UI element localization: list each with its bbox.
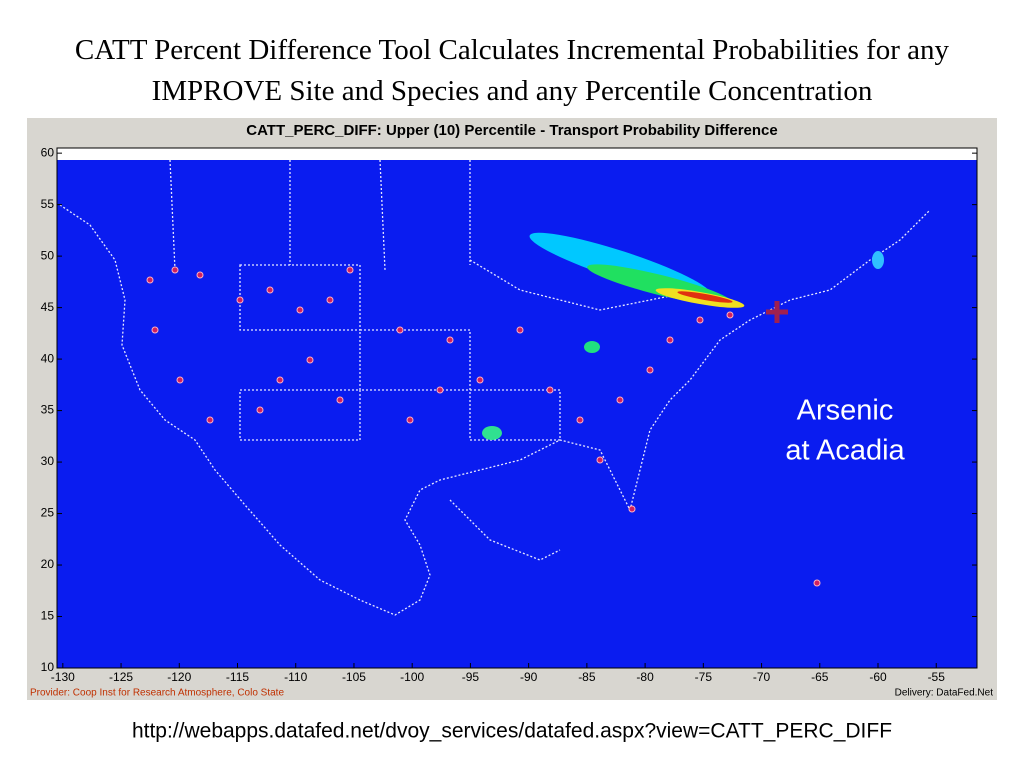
slide-title: CATT Percent Difference Tool Calculates … (74, 34, 950, 107)
sites (146, 266, 821, 587)
axes: -130 -125 -120 -115 -110 -105 -100 -95 -90 -85 -80… (41, 145, 978, 684)
y-tick-label: 15 (41, 609, 55, 623)
y-tick-label: 35 (41, 403, 55, 417)
x-tick-label: -105 (342, 670, 366, 684)
url: http://webapps.datafed.net/dvoy_services… (132, 720, 892, 743)
y-tick-label: 60 (41, 145, 55, 159)
y-tick-label: 20 (41, 557, 55, 571)
x-tick-label: -70 (753, 670, 771, 684)
x-tick-label: -125 (109, 670, 133, 684)
annotation: at Acadia (785, 435, 905, 467)
x-tick-label: -55 (928, 670, 946, 684)
y-tick-label: 25 (41, 506, 55, 520)
y-tick-label: 50 (41, 248, 55, 262)
title-box: CATT Percent Difference Tool Calculates … (74, 34, 950, 107)
map-title: CATT_PERC_DIFF: Upper (10) Percentile - … (246, 122, 778, 139)
y-tick-label: 10 (41, 660, 55, 674)
plot-area (57, 160, 977, 668)
y-tick-label: 45 (41, 300, 55, 314)
x-tick-label: -85 (578, 670, 596, 684)
plot-border (56, 147, 978, 669)
receptor-site (766, 301, 788, 323)
plume (482, 232, 884, 440)
delivery: Delivery: DataFed.Net (895, 688, 994, 699)
provider: Provider: Coop Inst for Research Atmosph… (30, 688, 284, 699)
x-tick-label: -75 (695, 670, 713, 684)
x-tick-label: -65 (811, 670, 829, 684)
y-tick-label: 40 (41, 351, 55, 365)
x-tick-label: -60 (869, 670, 887, 684)
x-tick-label: -110 (284, 670, 307, 684)
annotation: Arsenic (797, 395, 894, 427)
y-tick-label: 30 (41, 454, 55, 468)
y-tick-label: 55 (41, 197, 55, 211)
x-tick-label: -115 (226, 670, 249, 684)
x-tick-label: -130 (51, 670, 75, 684)
x-tick-label: -100 (400, 670, 424, 684)
x-tick-label: -90 (520, 670, 538, 684)
coastlines (59, 159, 931, 616)
x-tick-label: -120 (167, 670, 191, 684)
x-tick-label: -95 (462, 670, 480, 684)
x-tick-label: -80 (636, 670, 654, 684)
